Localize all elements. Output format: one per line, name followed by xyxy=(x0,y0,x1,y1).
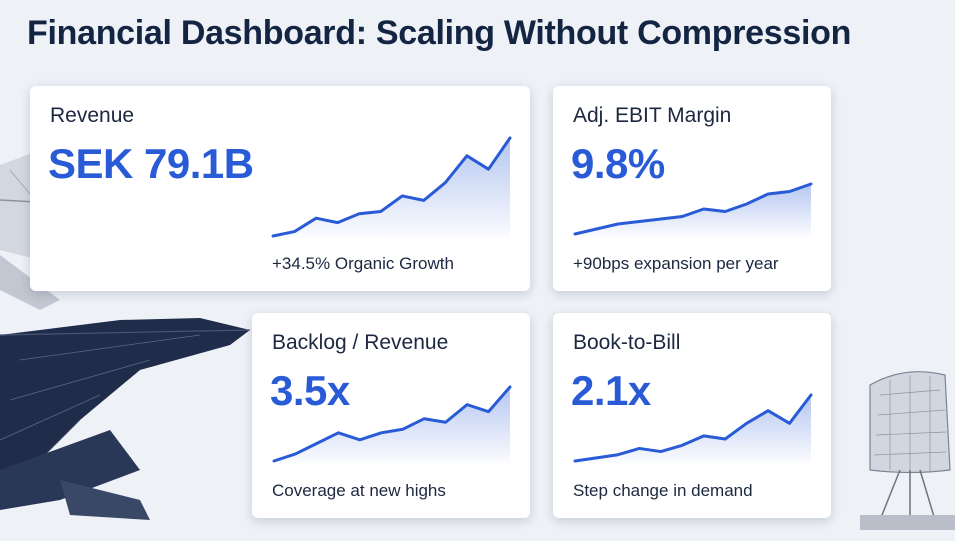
book-to-bill-card: Book-to-Bill 2.1x Step change in demand xyxy=(553,313,831,518)
backlog-revenue-sparkline xyxy=(272,385,512,463)
sparkline-area xyxy=(274,387,510,463)
page-title: Financial Dashboard: Scaling Without Com… xyxy=(27,14,852,52)
card-label: Backlog / Revenue xyxy=(272,331,449,354)
sparkline-line xyxy=(271,136,512,238)
card-label: Adj. EBIT Margin xyxy=(573,104,732,127)
sparkline-line xyxy=(573,393,813,463)
card-value: 3.5x xyxy=(270,367,350,414)
card-note: +34.5% Organic Growth xyxy=(272,254,454,273)
revenue-sparkline xyxy=(271,136,512,238)
card-label: Book-to-Bill xyxy=(573,331,681,354)
card-value: 9.8% xyxy=(571,140,665,187)
card-note: +90bps expansion per year xyxy=(573,254,779,273)
ebit-margin-card: Adj. EBIT Margin 9.8% +90bps expansion p… xyxy=(553,86,831,291)
card-note: Step change in demand xyxy=(573,481,753,500)
sparkline-line xyxy=(573,182,813,236)
card-note: Coverage at new highs xyxy=(272,481,446,500)
revenue-card: Revenue SEK 79.1B +34.5% Organic Growth xyxy=(30,86,530,291)
ebit-margin-sparkline xyxy=(573,182,813,236)
book-to-bill-sparkline xyxy=(573,393,813,463)
card-label: Revenue xyxy=(50,104,135,127)
sparkline-line xyxy=(272,385,512,463)
card-value: SEK 79.1B xyxy=(48,140,254,187)
sparkline-area xyxy=(273,138,510,238)
radar-tower-icon xyxy=(860,371,955,530)
sparkline-area xyxy=(575,395,811,463)
card-value: 2.1x xyxy=(571,367,651,414)
backlog-revenue-card: Backlog / Revenue 3.5x Coverage at new h… xyxy=(252,313,530,518)
